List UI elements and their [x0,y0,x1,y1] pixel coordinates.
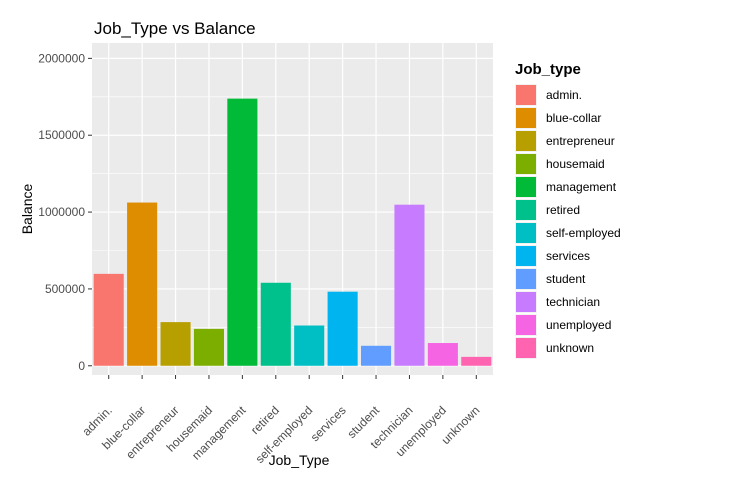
bar-management [227,98,258,366]
bar-admin. [93,273,124,366]
y-tick-label: 0 [78,359,85,373]
legend-swatch-services [516,246,536,266]
legend-swatch-self-employed [516,223,536,243]
bar-student [361,345,392,366]
bar-unknown [461,356,492,366]
bar-self-employed [294,325,325,366]
legend-label: services [546,249,590,263]
legend-label: student [546,272,586,286]
bar-entrepreneur [160,322,191,366]
y-tick-label: 1500000 [38,128,85,142]
legend: admin. blue-collar entrepreneur housemaid ma… [515,84,621,359]
legend-swatch-admin. [516,85,536,105]
legend-swatch-housemaid [516,154,536,174]
chart-title: Job_Type vs Balance [94,19,256,38]
x-axis-title: Job_Type [269,452,330,468]
legend-title: Job_type [515,61,581,78]
bar-housemaid [193,328,224,366]
legend-label: entrepreneur [546,134,615,148]
x-tick-label: services [308,403,349,444]
legend-label: technician [546,295,600,309]
legend-label: management [546,180,617,194]
legend-swatch-unknown [516,338,536,358]
plot-panel [92,43,493,375]
bars [93,98,492,366]
legend-label: unknown [546,341,594,355]
y-axis-ticks: 0 500000 1000000 1500000 2000000 [38,51,92,373]
bar-retired [260,282,291,366]
bar-unemployed [427,343,458,366]
legend-label: self-employed [546,226,621,240]
bar-technician [394,204,425,366]
legend-swatch-retired [516,200,536,220]
y-axis-title: Balance [19,183,35,234]
y-tick-label: 500000 [45,282,85,296]
legend-label: admin. [546,88,582,102]
legend-label: retired [546,203,580,217]
legend-label: unemployed [546,318,611,332]
legend-swatch-unemployed [516,315,536,335]
legend-swatch-student [516,269,536,289]
bar-blue-collar [127,202,158,366]
y-tick-label: 2000000 [38,51,85,65]
legend-swatch-entrepreneur [516,131,536,151]
bar-services [327,291,358,366]
legend-swatch-technician [516,292,536,312]
legend-swatch-management [516,177,536,197]
legend-swatch-blue-collar [516,108,536,128]
legend-label: housemaid [546,157,605,171]
y-tick-label: 1000000 [38,205,85,219]
legend-label: blue-collar [546,111,601,125]
